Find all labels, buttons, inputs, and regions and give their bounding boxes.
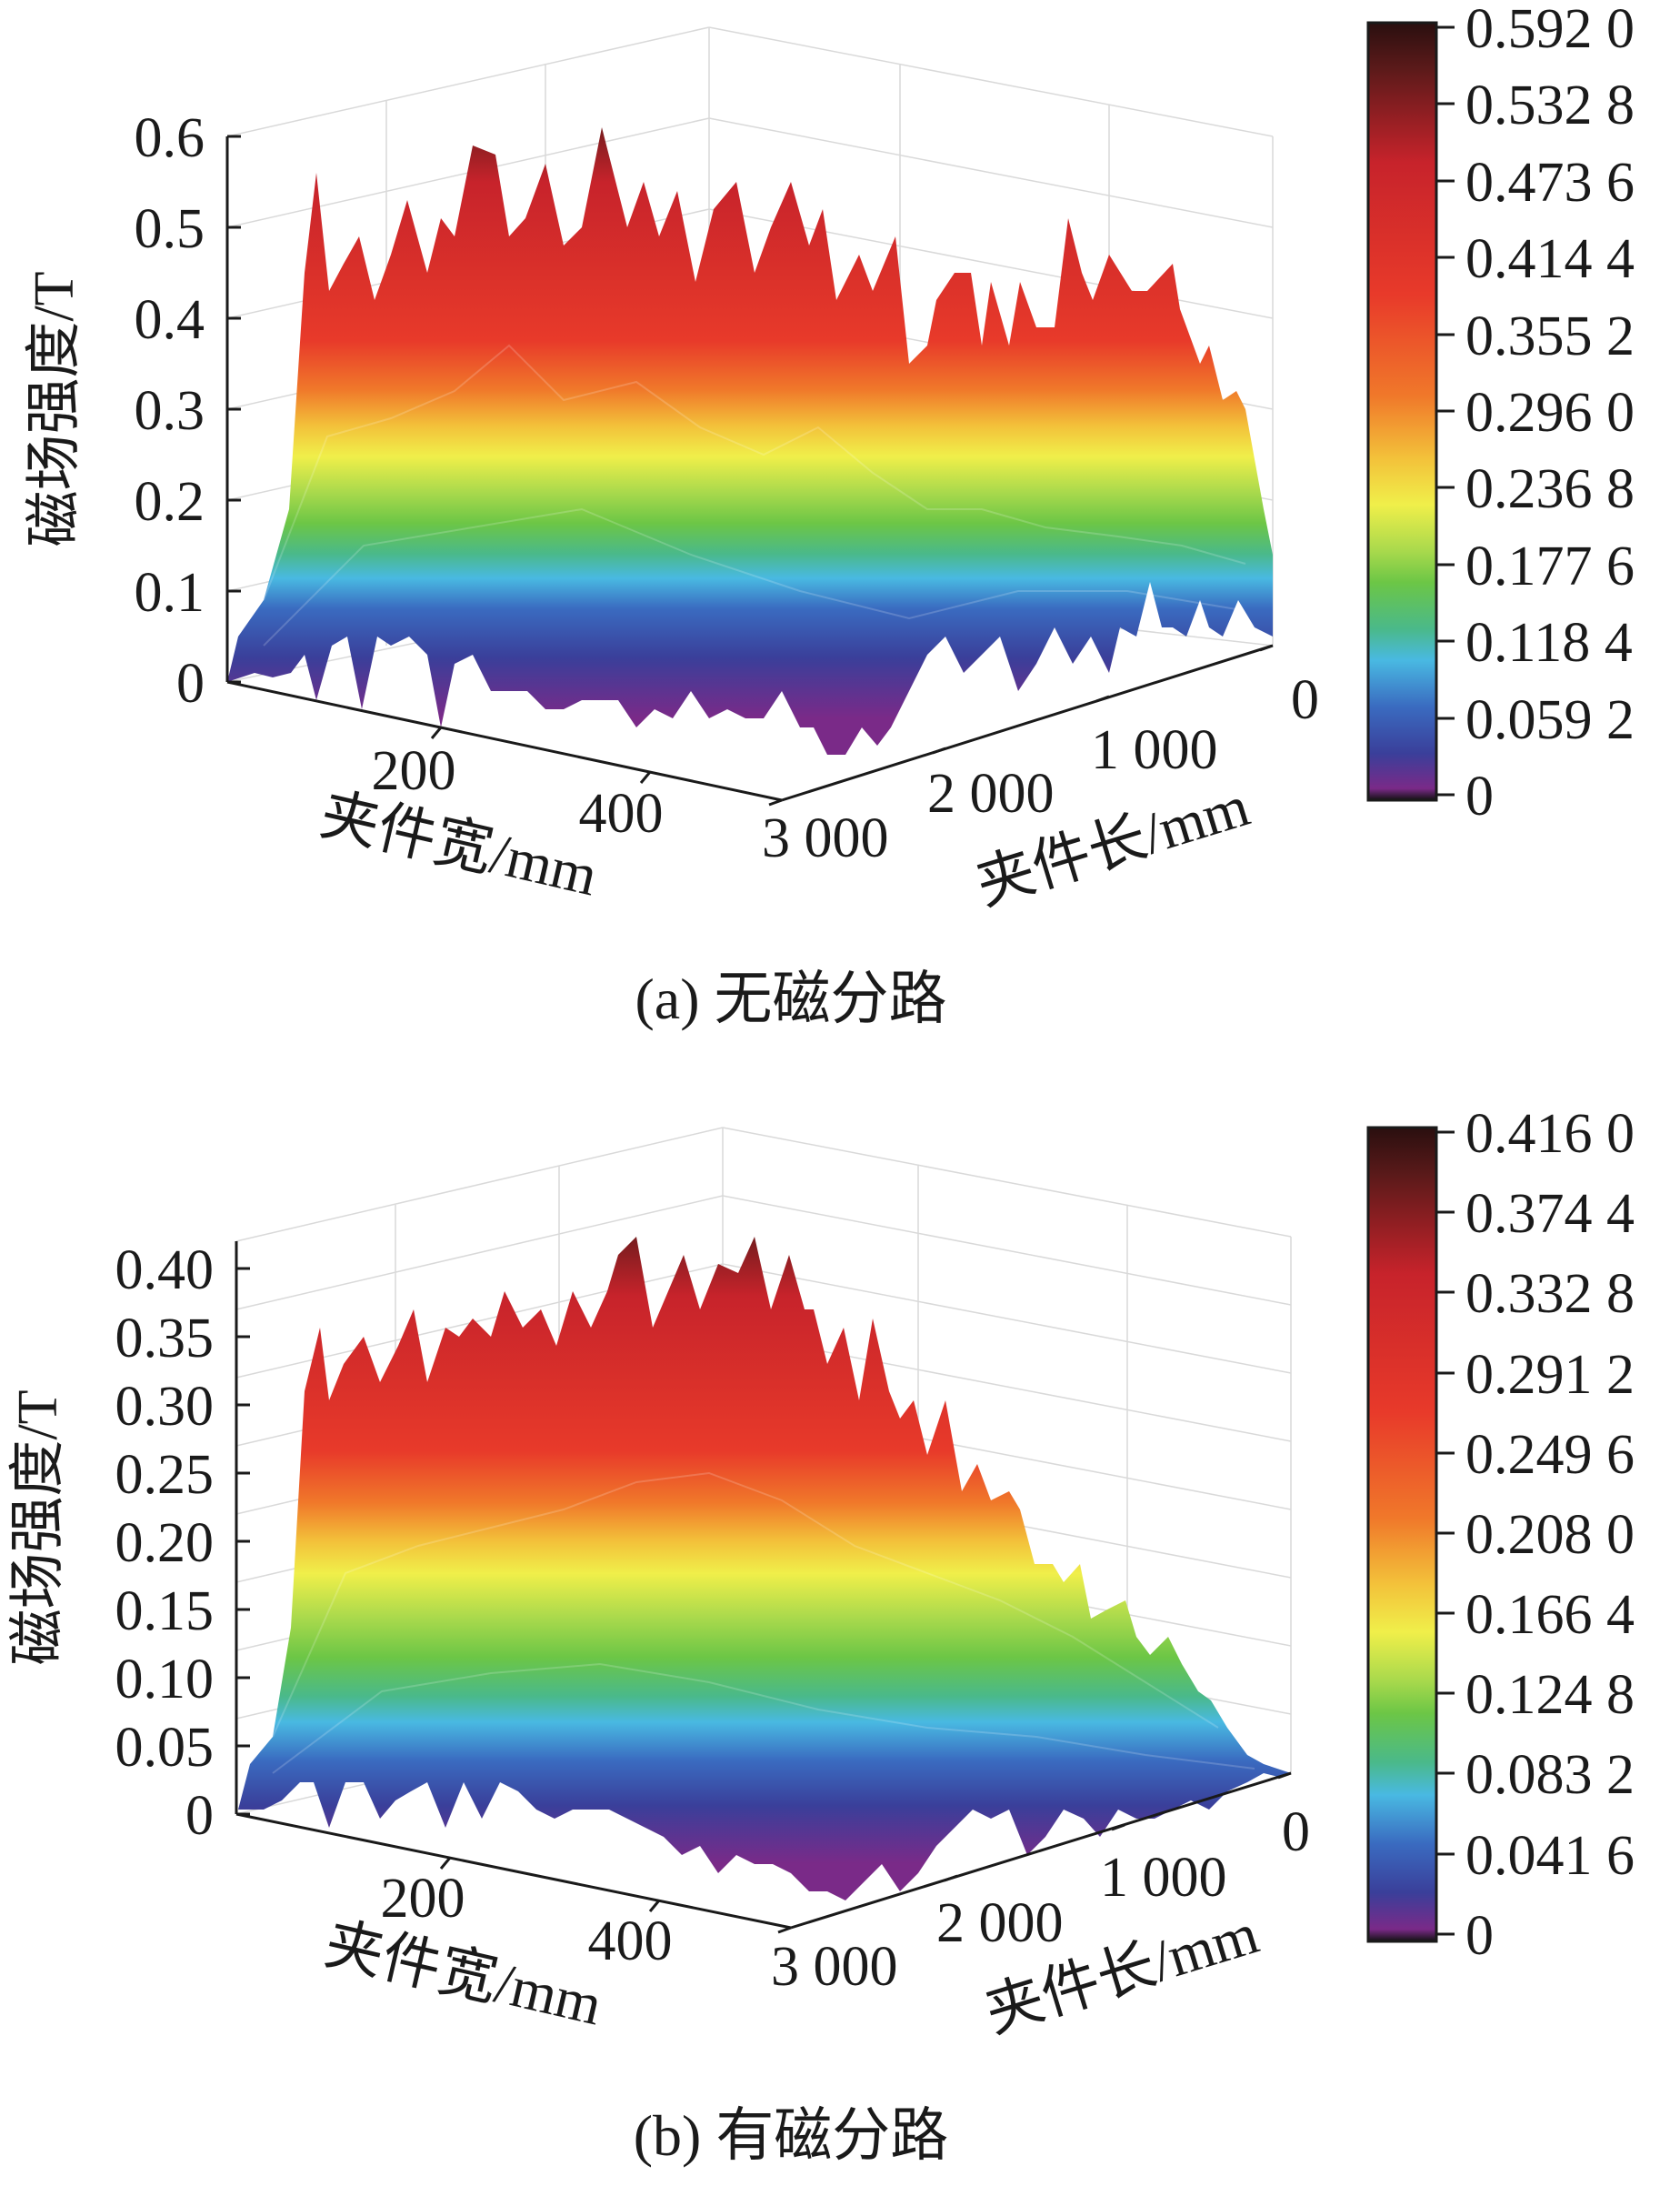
- panel-a-axes: [225, 135, 1274, 807]
- panel-a-surface: [227, 127, 1273, 755]
- panel-a-colorbar: 0.592 0 0.532 8 0.473 6 0.414 4 0.355 2 …: [1366, 0, 1635, 827]
- panel-b-x-tick-200: 200: [381, 1868, 465, 1930]
- panel-b-z-tick-0.05: 0.05: [115, 1717, 215, 1779]
- panel-a-surface-body: [227, 127, 1273, 755]
- panel-b-axes: [235, 1241, 1292, 1934]
- panel-b-z-tick-0.10: 0.10: [115, 1649, 215, 1710]
- panel-b-colorbar-bar: [1366, 1126, 1438, 1943]
- panel-a-y-tick-1000: 1 000: [1091, 719, 1218, 781]
- panel-b-y-tick-1000: 1 000: [1100, 1847, 1227, 1909]
- panel-b-cbar-tick-9: 0.041 6: [1465, 1825, 1635, 1887]
- panel-a-x-axis-label: 夹件宽/mm: [315, 782, 603, 908]
- panel-b-z-tick-0.15: 0.15: [115, 1580, 215, 1642]
- panel-b-cbar-tick-10: 0: [1465, 1905, 1494, 1967]
- panel-b-z-tick-0.35: 0.35: [115, 1308, 215, 1369]
- panel-a-x-tick-200: 200: [372, 740, 456, 802]
- panel-b-z-axis-label: 磁场强度/T: [7, 1389, 69, 1665]
- panel-b-cbar-tick-6: 0.166 4: [1465, 1584, 1635, 1646]
- panel-b-cbar-tick-7: 0.124 8: [1465, 1664, 1635, 1726]
- panel-a-y-axis: [781, 644, 1274, 802]
- panel-a-y-tick-3000: 3 000: [762, 807, 889, 869]
- panel-b-z-tick-0.25: 0.25: [115, 1444, 215, 1506]
- panel-b-colorbar: 0.416 0 0.374 4 0.332 8 0.291 2 0.249 6 …: [1366, 1103, 1635, 1967]
- panel-a-cbar-tick-5: 0.296 0: [1465, 382, 1635, 444]
- panel-b-cbar-tick-2: 0.332 8: [1465, 1263, 1635, 1325]
- panel-a-z-tick-0.5: 0.5: [135, 198, 205, 260]
- panel-b-cbar-tick-8: 0.083 2: [1465, 1744, 1635, 1806]
- panel-b-y-tick-0: 0: [1282, 1801, 1310, 1863]
- panel-a-z-tick-0.6: 0.6: [135, 107, 205, 169]
- panel-a: 0 0.1 0.2 0.3 0.4 0.5 0.6 200 400 0 1 00…: [24, 0, 1635, 1031]
- panel-b-x-tick-400: 400: [588, 1910, 673, 1972]
- panel-a-cbar-tick-8: 0.118 4: [1465, 612, 1633, 674]
- panel-a-cbar-tick-1: 0.532 8: [1465, 75, 1635, 136]
- panel-b-surface: [238, 1237, 1291, 1900]
- panel-b-cbar-tick-5: 0.208 0: [1465, 1504, 1635, 1566]
- panel-b-y-tick-2000: 2 000: [936, 1892, 1064, 1954]
- panel-b-caption: (b) 有磁分路: [634, 2103, 949, 2168]
- panel-a-y-tick-0: 0: [1291, 669, 1319, 731]
- panel-b-x-axis-label: 夹件宽/mm: [319, 1911, 607, 2038]
- panel-a-cbar-tick-2: 0.473 6: [1465, 152, 1635, 214]
- panel-b-cbar-tick-0: 0.416 0: [1465, 1103, 1635, 1165]
- panel-a-z-tick-0.1: 0.1: [135, 562, 205, 624]
- panel-a-colorbar-bar: [1366, 21, 1438, 802]
- panel-a-x-axis: [226, 680, 783, 802]
- panel-a-caption: (a) 无磁分路: [635, 967, 946, 1031]
- panel-b-cbar-tick-1: 0.374 4: [1465, 1183, 1635, 1245]
- panel-a-z-tick-0: 0: [176, 653, 205, 715]
- panel-a-z-tick-0.2: 0.2: [135, 471, 205, 533]
- panel-b-z-tick-0.40: 0.40: [115, 1239, 215, 1301]
- panel-b-z-tick-0.20: 0.20: [115, 1512, 215, 1574]
- panel-a-cbar-tick-10: 0: [1465, 766, 1494, 827]
- panel-b-surface-body: [238, 1237, 1291, 1900]
- panel-a-y-tick-2000: 2 000: [927, 763, 1055, 825]
- panel-a-cbar-tick-9: 0.059 2: [1465, 689, 1635, 751]
- panel-a-cbar-tick-7: 0.177 6: [1465, 536, 1635, 597]
- panel-b-cbar-tick-3: 0.291 2: [1465, 1344, 1635, 1406]
- panel-a-cbar-tick-4: 0.355 2: [1465, 306, 1635, 367]
- panel-a-cbar-tick-0: 0.592 0: [1465, 0, 1635, 60]
- panel-a-z-tick-0.3: 0.3: [135, 380, 205, 442]
- panel-a-z-axis-label: 磁场强度/T: [24, 271, 85, 546]
- panel-a-cbar-tick-6: 0.236 8: [1465, 458, 1635, 520]
- panel-b-cbar-tick-4: 0.249 6: [1465, 1424, 1635, 1486]
- panel-b-y-tick-3000: 3 000: [771, 1936, 898, 1998]
- panel-a-z-tick-0.4: 0.4: [135, 289, 205, 351]
- panel-b-y-axis: [790, 1771, 1292, 1930]
- panel-b-x-axis: [235, 1812, 792, 1930]
- panel-b-z-tick-0: 0: [185, 1785, 214, 1847]
- panel-a-cbar-tick-3: 0.414 4: [1465, 228, 1635, 290]
- panel-b-z-tick-0.30: 0.30: [115, 1376, 215, 1438]
- panel-b: 0 0.05 0.10 0.15 0.20 0.25 0.30 0.35 0.4…: [7, 1103, 1635, 2168]
- panel-a-x-tick-400: 400: [579, 783, 664, 845]
